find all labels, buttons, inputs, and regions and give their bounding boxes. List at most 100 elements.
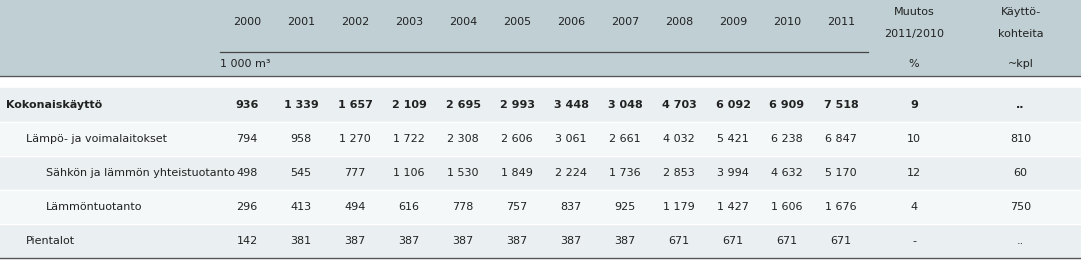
Text: 2001: 2001 bbox=[286, 17, 315, 27]
Text: ..: .. bbox=[1017, 236, 1024, 246]
Bar bbox=[0, 88, 1081, 122]
Text: 498: 498 bbox=[237, 168, 257, 178]
Text: 2 224: 2 224 bbox=[555, 168, 587, 178]
Text: 1 849: 1 849 bbox=[502, 168, 533, 178]
Text: 12: 12 bbox=[907, 168, 921, 178]
Text: 671: 671 bbox=[830, 236, 852, 246]
Text: 1 722: 1 722 bbox=[393, 134, 425, 144]
Bar bbox=[0, 52, 1081, 76]
Text: 1 606: 1 606 bbox=[771, 202, 803, 212]
Text: 778: 778 bbox=[452, 202, 473, 212]
Text: 3 061: 3 061 bbox=[556, 134, 587, 144]
Text: 387: 387 bbox=[506, 236, 528, 246]
Text: 381: 381 bbox=[291, 236, 311, 246]
Bar bbox=[0, 156, 1081, 190]
Text: 3 994: 3 994 bbox=[717, 168, 749, 178]
Text: 4 703: 4 703 bbox=[662, 100, 696, 110]
Text: 2011: 2011 bbox=[827, 17, 855, 27]
Text: 1 530: 1 530 bbox=[448, 168, 479, 178]
Text: 10: 10 bbox=[907, 134, 921, 144]
Text: 4: 4 bbox=[910, 202, 918, 212]
Text: 794: 794 bbox=[237, 134, 257, 144]
Text: 6 847: 6 847 bbox=[825, 134, 857, 144]
Text: 2 661: 2 661 bbox=[610, 134, 641, 144]
Text: 2011/2010: 2011/2010 bbox=[884, 29, 944, 39]
Bar bbox=[0, 224, 1081, 258]
Text: 296: 296 bbox=[237, 202, 257, 212]
Text: Muutos: Muutos bbox=[894, 7, 934, 17]
Text: 3 048: 3 048 bbox=[608, 100, 642, 110]
Text: 9: 9 bbox=[910, 100, 918, 110]
Text: 387: 387 bbox=[399, 236, 419, 246]
Text: 1 736: 1 736 bbox=[610, 168, 641, 178]
Text: 5 170: 5 170 bbox=[825, 168, 857, 178]
Text: -: - bbox=[912, 236, 916, 246]
Text: 616: 616 bbox=[399, 202, 419, 212]
Text: 2010: 2010 bbox=[773, 17, 801, 27]
Text: 2000: 2000 bbox=[232, 17, 262, 27]
Text: 2005: 2005 bbox=[503, 17, 531, 27]
Text: kohteita: kohteita bbox=[998, 29, 1043, 39]
Text: 1 000 m³: 1 000 m³ bbox=[221, 59, 270, 69]
Text: 2007: 2007 bbox=[611, 17, 639, 27]
Text: 387: 387 bbox=[452, 236, 473, 246]
Text: 2004: 2004 bbox=[449, 17, 477, 27]
Text: 2009: 2009 bbox=[719, 17, 747, 27]
Text: 750: 750 bbox=[1010, 202, 1031, 212]
Text: %: % bbox=[909, 59, 919, 69]
Text: 545: 545 bbox=[291, 168, 311, 178]
Text: 2 308: 2 308 bbox=[448, 134, 479, 144]
Text: 2003: 2003 bbox=[395, 17, 423, 27]
Text: 1 179: 1 179 bbox=[663, 202, 695, 212]
Text: 777: 777 bbox=[345, 168, 365, 178]
Text: 1 657: 1 657 bbox=[337, 100, 373, 110]
Text: 5 421: 5 421 bbox=[717, 134, 749, 144]
Text: 494: 494 bbox=[345, 202, 365, 212]
Text: ~kpl: ~kpl bbox=[1007, 59, 1033, 69]
Text: 925: 925 bbox=[614, 202, 636, 212]
Text: 1 676: 1 676 bbox=[825, 202, 857, 212]
Text: 1 339: 1 339 bbox=[283, 100, 319, 110]
Text: 936: 936 bbox=[236, 100, 258, 110]
Text: 2008: 2008 bbox=[665, 17, 693, 27]
Text: 671: 671 bbox=[722, 236, 744, 246]
Bar bbox=[0, 190, 1081, 224]
Text: 2 606: 2 606 bbox=[502, 134, 533, 144]
Text: 2 695: 2 695 bbox=[445, 100, 480, 110]
Text: ..: .. bbox=[1016, 100, 1025, 110]
Text: 387: 387 bbox=[560, 236, 582, 246]
Text: Käyttö-: Käyttö- bbox=[1000, 7, 1041, 17]
Text: 6 909: 6 909 bbox=[770, 100, 804, 110]
Text: 413: 413 bbox=[291, 202, 311, 212]
Text: 7 518: 7 518 bbox=[824, 100, 858, 110]
Text: 810: 810 bbox=[1010, 134, 1031, 144]
Text: Kokonaiskäyttö: Kokonaiskäyttö bbox=[6, 100, 103, 110]
Text: 387: 387 bbox=[345, 236, 365, 246]
Text: 1 106: 1 106 bbox=[393, 168, 425, 178]
Text: 387: 387 bbox=[614, 236, 636, 246]
Text: Sähkön ja lämmön yhteistuotanto: Sähkön ja lämmön yhteistuotanto bbox=[46, 168, 235, 178]
Text: 142: 142 bbox=[237, 236, 257, 246]
Text: 1 270: 1 270 bbox=[339, 134, 371, 144]
Text: 2 993: 2 993 bbox=[499, 100, 534, 110]
Text: 958: 958 bbox=[291, 134, 311, 144]
Text: 3 448: 3 448 bbox=[553, 100, 588, 110]
Text: 2006: 2006 bbox=[557, 17, 585, 27]
Bar bbox=[0, 122, 1081, 156]
Text: 671: 671 bbox=[776, 236, 798, 246]
Text: 6 238: 6 238 bbox=[771, 134, 803, 144]
Text: 2002: 2002 bbox=[341, 17, 369, 27]
Bar bbox=[0, 0, 1081, 52]
Text: Pientalot: Pientalot bbox=[26, 236, 75, 246]
Text: 4 032: 4 032 bbox=[663, 134, 695, 144]
Text: 757: 757 bbox=[506, 202, 528, 212]
Text: 4 632: 4 632 bbox=[771, 168, 803, 178]
Text: 2 853: 2 853 bbox=[663, 168, 695, 178]
Text: 2 109: 2 109 bbox=[391, 100, 426, 110]
Text: Lämpö- ja voimalaitokset: Lämpö- ja voimalaitokset bbox=[26, 134, 166, 144]
Text: Lämmöntuotanto: Lämmöntuotanto bbox=[46, 202, 143, 212]
Text: 1 427: 1 427 bbox=[717, 202, 749, 212]
Text: 837: 837 bbox=[560, 202, 582, 212]
Text: 6 092: 6 092 bbox=[716, 100, 750, 110]
Text: 671: 671 bbox=[668, 236, 690, 246]
